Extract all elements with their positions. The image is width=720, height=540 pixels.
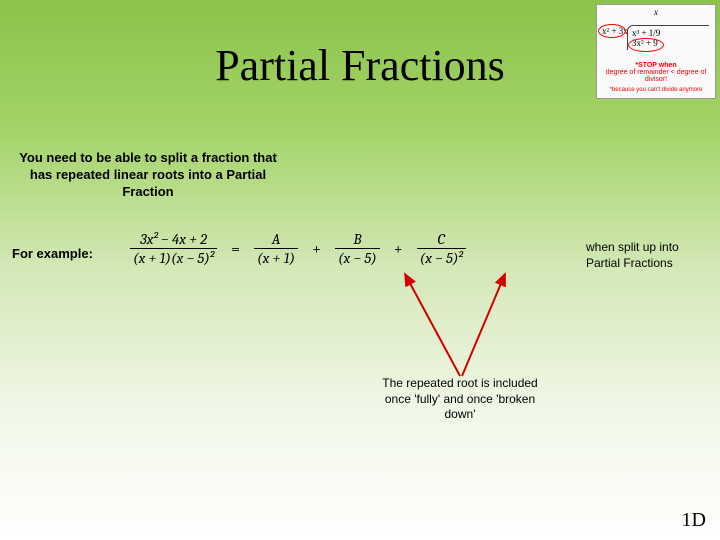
long-division: x² + 3x x³ + 1/9 3x² + 9 <box>627 25 709 50</box>
stop-text: *STOP when degree of remainder < degree … <box>599 62 713 83</box>
t3-den: (x − 5)² <box>417 248 466 267</box>
oval-remainder <box>628 38 664 52</box>
plus2: + <box>394 240 403 258</box>
lhs-den: (x + 1)(x − 5)² <box>130 248 217 267</box>
t2-den: (x − 5) <box>335 248 380 267</box>
plus1: + <box>312 240 321 258</box>
term1: A (x + 1) <box>254 230 298 267</box>
t1-num: A <box>269 230 284 248</box>
explanation: The repeated root is included once 'full… <box>370 376 550 423</box>
arrows <box>340 268 580 388</box>
term2: B (x − 5) <box>335 230 380 267</box>
t2-num: B <box>350 230 364 248</box>
dividend1: x³ + 1/9 <box>632 28 660 38</box>
corner-top-label: x <box>599 7 713 17</box>
example-label: For example: <box>12 246 93 261</box>
equation: 3x² − 4x + 2 (x + 1)(x − 5)² = A (x + 1)… <box>130 230 466 267</box>
equals: = <box>231 240 240 258</box>
corner-footnote: *because you can't divide anymore <box>599 87 713 93</box>
oval-divisor <box>598 24 626 38</box>
t3-num: C <box>434 230 447 248</box>
footer-label: 1D <box>682 509 706 532</box>
t1-den: (x + 1) <box>254 248 298 267</box>
intro-text: You need to be able to split a fraction … <box>18 150 278 201</box>
side-note: when split up into Partial Fractions <box>586 240 706 271</box>
term3: C (x − 5)² <box>417 230 466 267</box>
lhs-fraction: 3x² − 4x + 2 (x + 1)(x − 5)² <box>130 230 217 267</box>
lhs-num: 3x² − 4x + 2 <box>137 230 210 248</box>
corner-diagram: x x² + 3x x³ + 1/9 3x² + 9 *STOP when de… <box>596 4 716 99</box>
